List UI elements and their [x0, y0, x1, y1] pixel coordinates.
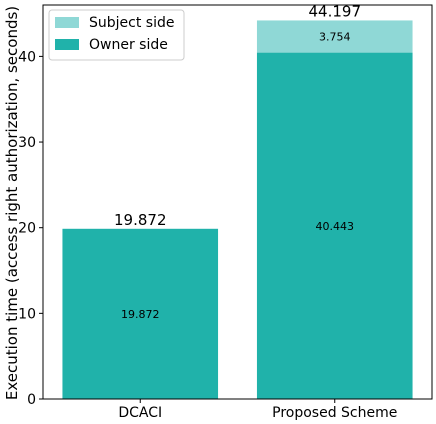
x-tick-label: DCACI	[118, 405, 162, 421]
y-tick-label: 10	[18, 306, 36, 322]
legend-swatch-subject-side	[55, 17, 79, 28]
segment-value-label: 3.754	[319, 31, 351, 44]
y-tick-label: 0	[27, 392, 36, 408]
segment-value-label: 40.443	[316, 220, 355, 233]
legend-label-owner-side: Owner side	[89, 37, 168, 53]
legend-swatch-owner-side	[55, 39, 79, 50]
bar-dcaci-owner-side	[62, 228, 219, 399]
y-tick-label: 20	[18, 221, 36, 237]
y-axis-label: Execution time (access right authorizati…	[3, 6, 21, 400]
bar-proposed-scheme-subject-side	[256, 20, 413, 53]
legend-box	[48, 9, 185, 61]
total-value-label: 19.872	[114, 211, 167, 229]
total-value-label: 44.197	[309, 2, 362, 20]
x-tick-label: Proposed Scheme	[272, 405, 397, 421]
labels-group: 19.872 19.872 40.443 3.754 44.197	[114, 2, 361, 320]
legend-label-subject-side: Subject side	[89, 15, 174, 31]
y-tick-label: 40	[18, 49, 36, 65]
axes-group: DCACI Proposed Scheme 0 10 20 30 40	[18, 4, 433, 421]
y-tick-label: 30	[18, 135, 36, 151]
plot-frame	[42, 4, 433, 400]
legend: Subject side Owner side	[48, 9, 185, 61]
bars-group	[62, 20, 413, 399]
segment-value-label: 19.872	[121, 308, 160, 321]
bar-proposed-scheme-owner-side	[256, 52, 413, 399]
